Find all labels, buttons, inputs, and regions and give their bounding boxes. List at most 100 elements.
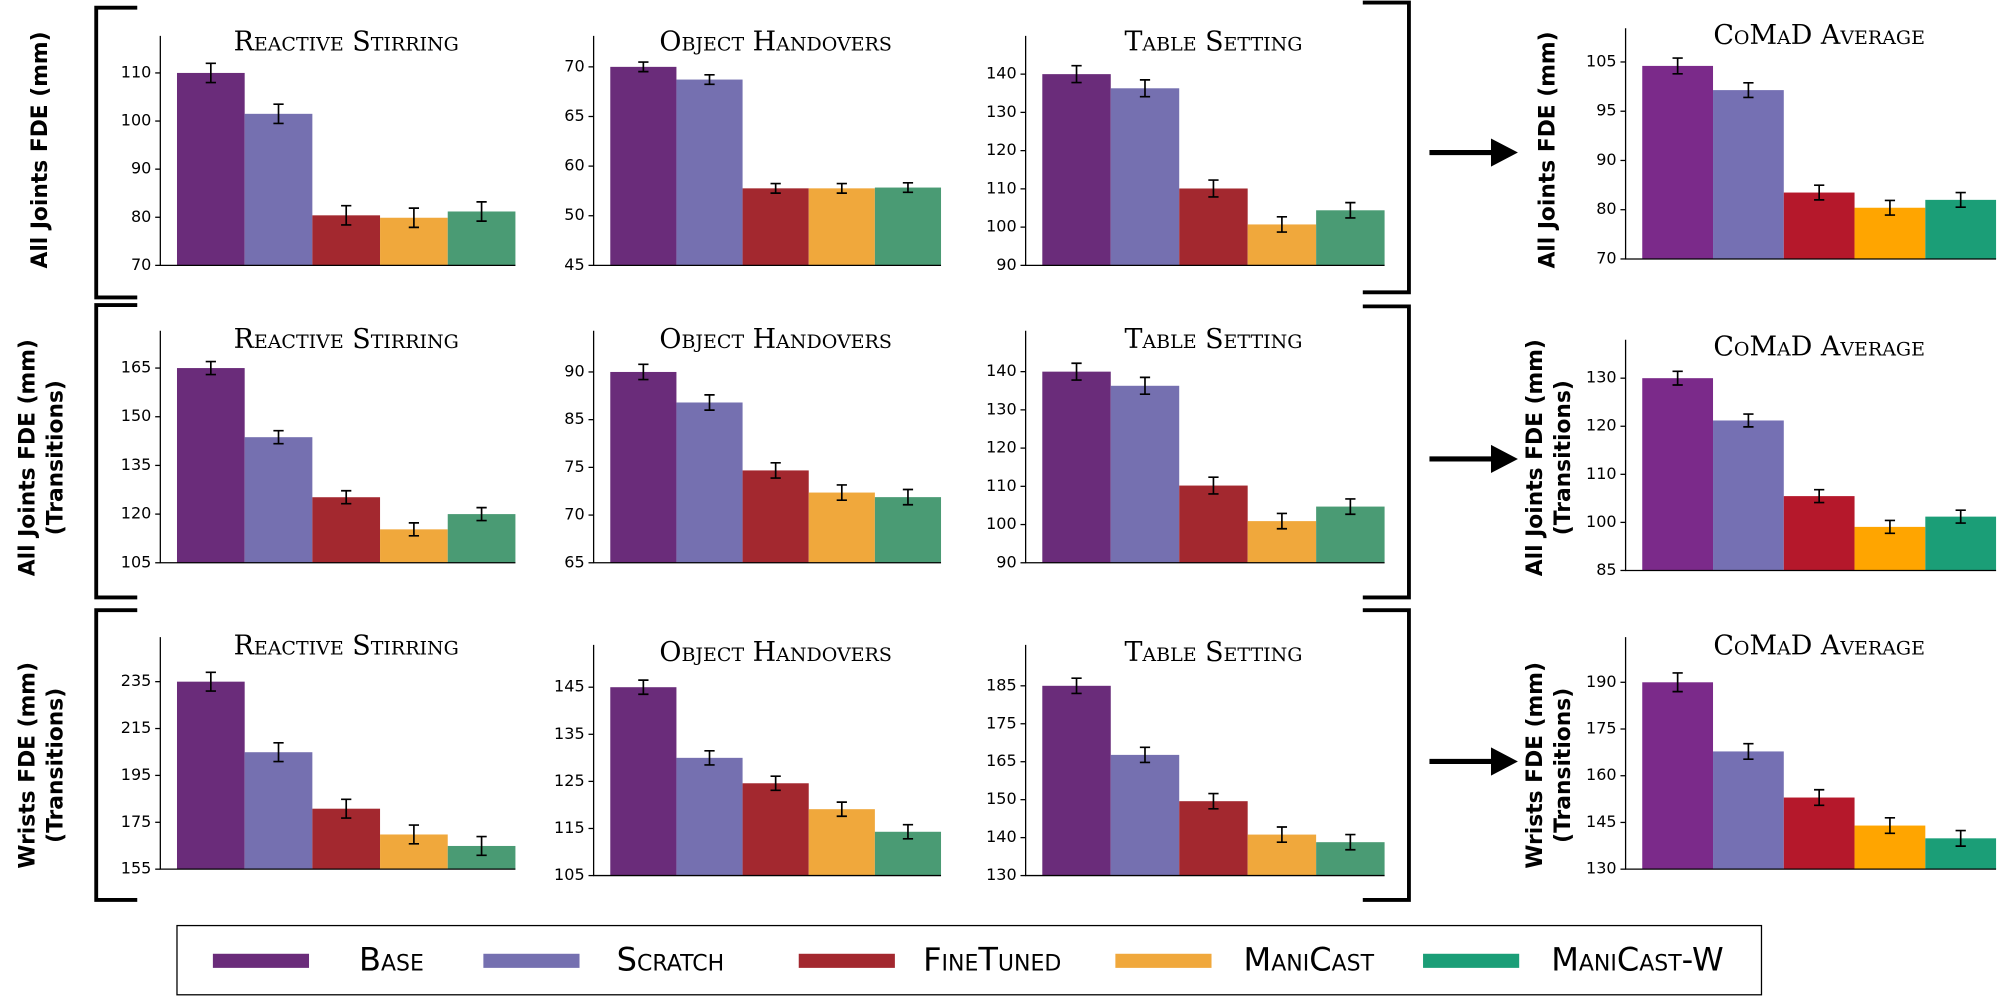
bar (1042, 685, 1111, 876)
error-bar (836, 182, 847, 194)
error-bar (836, 801, 847, 818)
bar (610, 371, 677, 563)
y-tick-label: 135 (121, 455, 152, 474)
bar (808, 809, 875, 876)
bar (610, 687, 677, 876)
error-bar (638, 679, 649, 696)
y-tick-label: 105 (554, 865, 585, 884)
error-bar (1208, 476, 1219, 495)
legend-label: Base (359, 940, 424, 978)
bar (1642, 682, 1714, 870)
error-bar (902, 823, 914, 840)
y-tick-label: 100 (1586, 512, 1617, 531)
chart: 155 175 195 215 235 Reactive Stirring Wrists F… (15, 630, 516, 878)
legend-label: Scratch (617, 940, 724, 978)
chart-title: Reactive Stirring (234, 324, 459, 355)
y-axis-label: All Joints FDE (mm) (1523, 339, 1548, 576)
error-bar (902, 488, 914, 506)
y-axis-label: (Transitions) (43, 688, 68, 843)
error-bar (273, 742, 284, 763)
error-bar (205, 62, 216, 84)
y-tick-label: 190 (1586, 672, 1617, 691)
error-bar (836, 484, 847, 502)
bar (1713, 90, 1784, 259)
error-bar (902, 181, 914, 194)
error-bar (1139, 79, 1151, 98)
y-tick-label: 80 (1596, 199, 1616, 218)
error-bar (770, 182, 781, 194)
y-tick-label: 70 (131, 255, 151, 274)
axes (159, 330, 516, 564)
y-tick-label: 65 (564, 552, 584, 571)
bar (742, 783, 809, 876)
bracket (94, 608, 138, 902)
y-tick-label: 75 (564, 457, 584, 476)
bar (1179, 188, 1248, 266)
chart-title: Table Setting (1124, 324, 1302, 355)
axes (592, 330, 942, 564)
y-tick-label: 155 (121, 859, 152, 878)
axes (1624, 28, 1997, 260)
chart: 105 120 135 150 165 Reactive Stirring All Join… (15, 324, 516, 576)
bar (1316, 210, 1385, 266)
y-tick-label: 165 (986, 751, 1017, 770)
chart-title: Reactive Stirring (234, 630, 459, 661)
y-tick-label: 60 (564, 156, 584, 175)
chart: 130 140 150 165 175 185 Table Setting (986, 637, 1385, 884)
arrows (1429, 138, 1518, 776)
axes (1624, 339, 1997, 572)
y-tick-label: 70 (564, 505, 584, 524)
bar (244, 437, 313, 563)
error-bar (1071, 362, 1082, 381)
error-bar (476, 835, 487, 857)
chart-title: Object Handovers (659, 27, 891, 58)
y-tick-label: 130 (1586, 859, 1617, 878)
error-bar (1884, 199, 1896, 216)
error-bar (341, 798, 352, 819)
error-bar (205, 671, 216, 692)
y-tick-label: 115 (554, 818, 585, 837)
y-tick-label: 140 (986, 64, 1017, 83)
bar (312, 497, 381, 563)
bar (1925, 516, 1997, 571)
y-tick-label: 125 (554, 771, 585, 790)
y-axis-label: Wrists FDE (mm) (1523, 662, 1548, 868)
bar (1042, 371, 1111, 563)
y-tick-label: 85 (1596, 560, 1616, 579)
error-bar (1345, 498, 1356, 516)
error-bar (1955, 191, 1966, 209)
chart: 90 100 110 120 130 140 Table Setting (986, 27, 1385, 274)
y-tick-label: 95 (1596, 101, 1616, 120)
y-tick-label: 70 (564, 56, 584, 75)
y-axis-label: (Transitions) (43, 380, 68, 535)
bar (742, 470, 809, 563)
y-tick-label: 90 (996, 552, 1016, 571)
bar (610, 66, 677, 266)
y-tick-label: 100 (121, 111, 152, 130)
y-axis-label: Wrists FDE (mm) (15, 662, 40, 869)
error-bar (476, 506, 487, 522)
legend-swatch (1115, 953, 1212, 968)
bar (176, 681, 245, 870)
bracket (1362, 608, 1411, 902)
error-bar (770, 775, 781, 792)
legend-label: ManiCast (1244, 940, 1375, 978)
error-bar (205, 360, 216, 376)
chart: 65 70 75 85 90 Object Handovers (564, 324, 942, 571)
chart: 85 100 110 120 130 CoMaD Average All Joints FD… (1523, 332, 1997, 579)
error-bar (1345, 833, 1356, 851)
chart: 130 145 160 175 190 CoMaD Average Wrists FDE (… (1523, 630, 1997, 878)
bar (1042, 74, 1111, 266)
y-tick-label: 100 (986, 514, 1017, 533)
error-bar (1955, 509, 1966, 524)
y-tick-label: 130 (986, 399, 1017, 418)
chart: 45 50 60 65 70 Object Handovers (564, 27, 942, 274)
bar (676, 79, 743, 266)
y-tick-label: 70 (1596, 248, 1616, 267)
axes (1624, 637, 1997, 870)
y-tick-label: 110 (121, 62, 152, 81)
y-tick-label: 100 (986, 217, 1017, 236)
bar (1925, 199, 1997, 259)
axes (159, 637, 516, 870)
